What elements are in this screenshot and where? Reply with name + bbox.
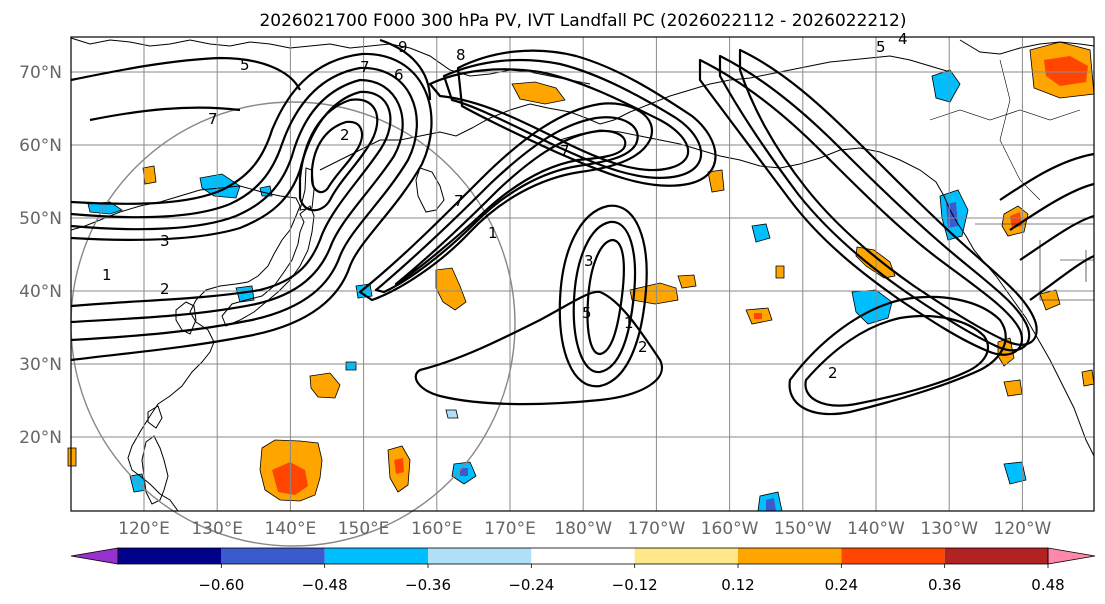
contour-labels: 1 2 3 1 2 3 5 2 5 4 6 7 7 7 7 8 9 1 2 5 xyxy=(102,30,908,382)
longitude-label: 120°W xyxy=(994,519,1052,539)
colorbar-segment xyxy=(944,548,1048,564)
contour-label: 5 xyxy=(240,56,250,74)
map-panel: 1 2 3 1 2 3 5 2 5 4 6 7 7 7 7 8 9 1 2 5 xyxy=(67,30,1095,547)
colorbar-tick-label: −0.60 xyxy=(198,576,244,594)
positive-anomaly xyxy=(707,169,725,193)
colorbar-segment xyxy=(118,548,222,564)
negative-anomaly xyxy=(235,285,255,303)
longitude-label: 170°W xyxy=(628,519,686,539)
colorbar-extend-high xyxy=(1047,547,1096,565)
colorbar-segment xyxy=(428,548,532,564)
political-borders xyxy=(929,59,1094,301)
positive-anomaly xyxy=(142,165,157,185)
positive-anomaly xyxy=(511,81,566,105)
latitude-label: 50°N xyxy=(19,209,62,229)
longitude-label: 170°E xyxy=(484,519,536,539)
contour-label: 7 xyxy=(560,142,570,160)
positive-anomaly-core xyxy=(394,458,404,474)
negative-anomaly-core xyxy=(460,468,468,476)
negative-anomaly-core xyxy=(766,498,776,511)
colorbar-tick-label: −0.48 xyxy=(302,576,348,594)
longitude-label: 120°E xyxy=(118,519,170,539)
longitude-label: 160°W xyxy=(701,519,759,539)
longitude-label: 160°E xyxy=(411,519,463,539)
contour-label: 7 xyxy=(360,58,370,76)
longitude-label: 180°W xyxy=(554,519,612,539)
colorbar-tick-label: −0.12 xyxy=(612,576,658,594)
longitude-label: 140°E xyxy=(265,519,317,539)
contour-label: 3 xyxy=(584,252,594,270)
positive-anomaly-core xyxy=(754,313,762,319)
pv-contours xyxy=(70,38,1095,416)
contour-label: 2 xyxy=(638,338,648,356)
negative-anomaly xyxy=(199,173,241,199)
colorbar-segment xyxy=(324,548,428,564)
latitude-labels: 70°N 60°N 50°N 40°N 30°N 20°N xyxy=(19,63,62,448)
gridlines xyxy=(71,37,1094,511)
longitude-label: 130°E xyxy=(191,519,243,539)
colorbar-tick-label: 0.24 xyxy=(825,576,858,594)
colorbar-segment xyxy=(738,548,842,564)
contour-label: 5 xyxy=(876,38,886,56)
colorbar-segment xyxy=(841,548,945,564)
contour-label: 4 xyxy=(898,30,908,48)
negative-anomaly xyxy=(1003,461,1027,485)
colorbar-tick-label: −0.24 xyxy=(508,576,554,594)
contour-label: 3 xyxy=(160,232,170,250)
colorbar-tick-label: 0.48 xyxy=(1031,576,1064,594)
positive-anomaly xyxy=(677,274,697,289)
latitude-label: 30°N xyxy=(19,355,62,375)
contour-label: 1 xyxy=(102,266,112,284)
colorbar: −0.60 −0.48 −0.36 −0.24 −0.12 0.12 0.24 0.36 0.4… xyxy=(70,547,1096,594)
colorbar-extend-low xyxy=(70,547,119,565)
contour-label: 5 xyxy=(582,304,592,322)
latitude-label: 60°N xyxy=(19,136,62,156)
negative-anomaly xyxy=(751,223,771,243)
positive-anomaly xyxy=(1081,369,1095,387)
map-frame xyxy=(70,36,1095,512)
longitude-labels: 120°E 130°E 140°E 150°E 160°E 170°E 180°W 170°W… xyxy=(118,519,1051,539)
colorbar-tick-label: 0.36 xyxy=(928,576,961,594)
contour-label: 8 xyxy=(456,46,466,64)
negative-anomaly xyxy=(87,201,123,215)
positive-anomaly xyxy=(309,372,341,399)
negative-anomaly xyxy=(345,361,357,371)
positive-anomaly xyxy=(67,447,77,467)
longitude-label: 150°E xyxy=(338,519,390,539)
contour-label: 9 xyxy=(398,38,408,56)
negative-anomaly xyxy=(445,409,459,419)
colorbar-tick-label: 0.12 xyxy=(721,576,754,594)
positive-anomaly-core xyxy=(1044,56,1088,86)
longitude-label: 150°W xyxy=(774,519,832,539)
contour-label: 7 xyxy=(208,110,218,128)
latitude-label: 40°N xyxy=(19,282,62,302)
latitude-label: 70°N xyxy=(19,63,62,83)
colorbar-segment xyxy=(634,548,738,564)
contour-label: 6 xyxy=(394,66,404,84)
colorbar-frame xyxy=(117,547,1049,565)
positive-anomaly xyxy=(775,265,785,279)
longitude-label: 140°W xyxy=(847,519,905,539)
colorbar-tick-label: −0.36 xyxy=(405,576,451,594)
contour-label: 7 xyxy=(454,192,464,210)
colorbar-segment xyxy=(531,548,635,564)
contour-label: 2 xyxy=(340,126,350,144)
latitude-label: 20°N xyxy=(19,428,62,448)
contour-label: 1 xyxy=(488,224,498,242)
colorbar-segment xyxy=(221,548,325,564)
longitude-label: 130°W xyxy=(920,519,978,539)
contour-label: 1 xyxy=(624,314,634,332)
figure-title: 2026021700 F000 300 hPa PV, IVT Landfall… xyxy=(259,11,906,31)
contour-label: 2 xyxy=(160,280,170,298)
contour-label: 2 xyxy=(828,364,838,382)
positive-anomaly xyxy=(629,282,679,305)
